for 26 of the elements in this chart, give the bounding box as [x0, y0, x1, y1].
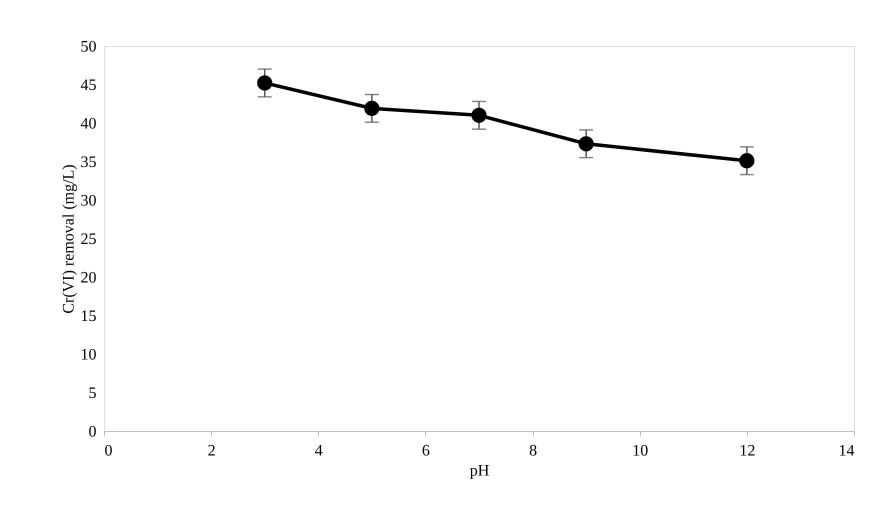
y-tick-label: 50	[80, 38, 96, 56]
y-tick-label: 5	[88, 385, 96, 402]
point	[257, 75, 272, 91]
x-tick-label: 2	[208, 442, 216, 460]
x-tick-label: 4	[314, 442, 323, 460]
point	[578, 136, 594, 152]
x-tick-label: 8	[529, 442, 538, 460]
y-tick-label: 25	[80, 231, 96, 248]
point	[739, 153, 754, 168]
y-tick-label: 10	[80, 346, 96, 364]
point	[364, 100, 380, 116]
x-tick-label: 12	[739, 442, 756, 460]
y-tick-label: 15	[80, 308, 96, 325]
x-tick-label: 10	[632, 442, 648, 460]
x-tick-label: 0	[104, 442, 112, 460]
y-tick-label: 35	[80, 154, 96, 171]
y-axis-title: Cr(VI) removal (mg/L)	[60, 164, 78, 314]
x-tick-label: 14	[838, 442, 854, 460]
y-tick-label: 30	[80, 192, 96, 210]
y-tick-label: 20	[80, 270, 96, 286]
y-tick-label: 45	[80, 77, 96, 94]
point	[471, 108, 487, 123]
y-tick-label: 40	[80, 116, 96, 132]
y-tick-label: 0	[88, 424, 96, 440]
x-tick-label: 6	[422, 442, 430, 460]
x-axis-title: pH	[470, 462, 490, 480]
